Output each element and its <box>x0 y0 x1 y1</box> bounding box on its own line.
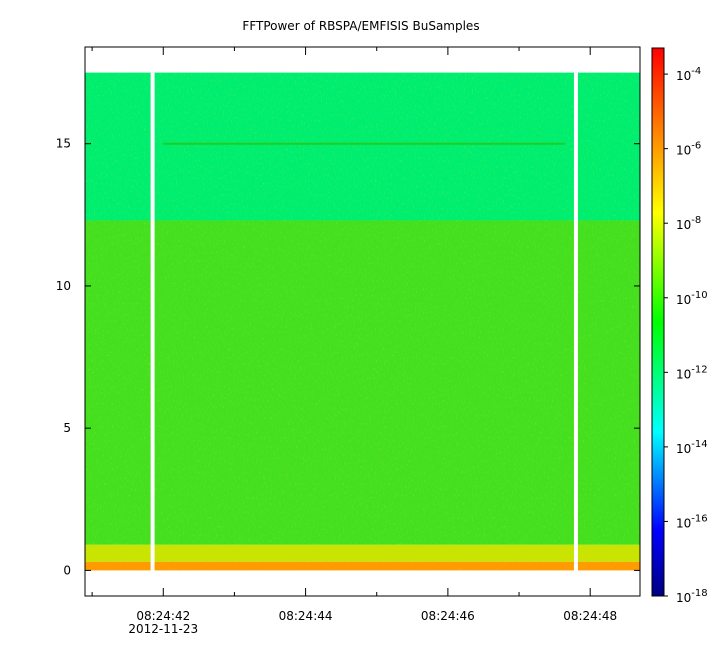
data-gap <box>573 72 578 571</box>
colorbar-tick-label: 10-14 <box>676 439 708 456</box>
chart-title: FFTPower of RBSPA/EMFISIS BuSamples <box>242 19 479 33</box>
x-date-label: 2012-11-23 <box>128 622 198 636</box>
y-tick-label: 0 <box>63 563 71 577</box>
x-tick-label: 08:24:48 <box>563 609 617 623</box>
colorbar: 10-4 10-6 10-8 10-10 10-12 10-14 10-16 10-18 <box>651 47 708 605</box>
y-tick-label: 10 <box>56 279 71 293</box>
colorbar-scale <box>651 47 665 597</box>
plot-frame <box>84 46 641 597</box>
x-tick-label: 08:24:44 <box>279 609 333 623</box>
data-gap <box>150 72 155 571</box>
colorbar-tick-label: 10-6 <box>676 141 701 158</box>
y-tick-label: 15 <box>56 137 71 151</box>
colorbar-tick-label: 10-16 <box>676 513 708 530</box>
y-tick-label: 5 <box>63 421 71 435</box>
colorbar-tick-label: 10-8 <box>676 215 701 232</box>
colorbar-tick-label: 10-10 <box>676 290 708 307</box>
spectrogram-texture <box>85 72 640 571</box>
x-tick-label: 08:24:46 <box>421 609 475 623</box>
colorbar-tick-label: 10-18 <box>676 588 708 605</box>
colorbar-tick-label: 10-4 <box>676 66 701 83</box>
plot-area: 0 5 10 15 08:24:42 08:24:44 08:24:46 08:24:48 20… <box>56 46 641 636</box>
x-tick-label: 08:24:42 <box>136 609 190 623</box>
colorbar-tick-label: 10-12 <box>676 364 708 381</box>
